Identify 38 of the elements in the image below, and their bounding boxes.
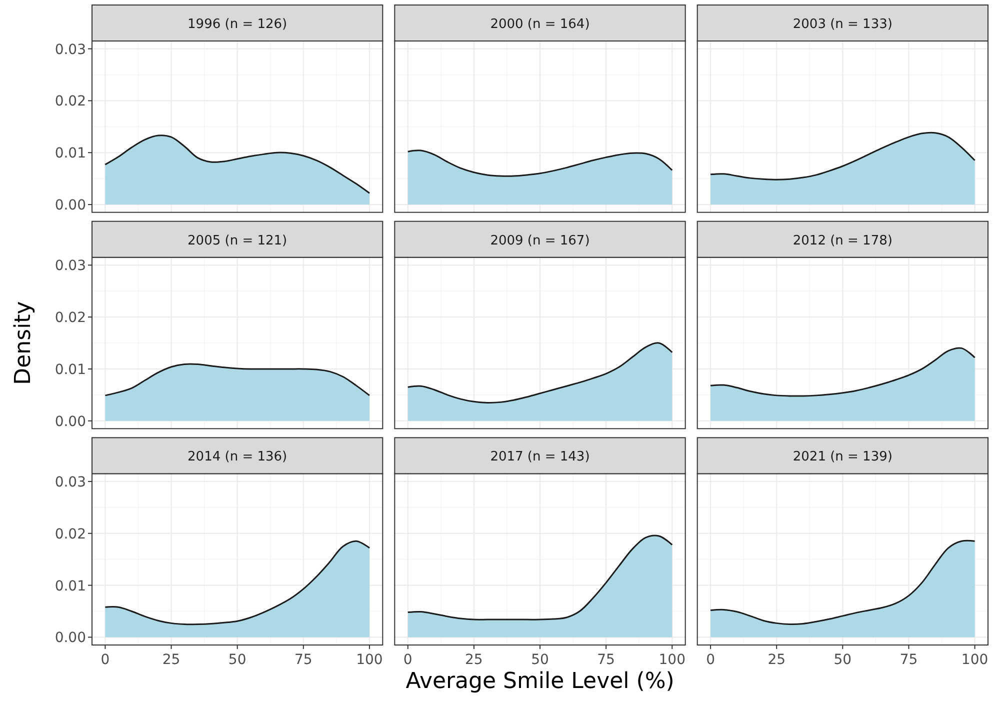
chart-title: 2009 (n = 167) bbox=[490, 233, 590, 248]
x-tick-label: 25 bbox=[768, 652, 786, 668]
y-tick-label: 0.03 bbox=[54, 42, 86, 58]
y-tick-label: 0.00 bbox=[54, 198, 86, 214]
y-tick-label: 0.01 bbox=[54, 146, 86, 162]
chart-title: 2003 (n = 133) bbox=[792, 17, 892, 32]
x-tick-label: 100 bbox=[658, 652, 686, 668]
chart-title: 2005 (n = 121) bbox=[188, 233, 288, 248]
y-tick-label: 0.03 bbox=[54, 258, 86, 274]
y-tick-label: 0.01 bbox=[54, 578, 86, 594]
chart-title: 1996 (n = 126) bbox=[188, 17, 288, 32]
y-tick-label: 0.03 bbox=[54, 474, 86, 490]
x-tick-label: 50 bbox=[834, 652, 852, 668]
x-tick-label: 0 bbox=[403, 652, 412, 668]
x-tick-label: 0 bbox=[706, 652, 716, 668]
y-tick-label: 0.00 bbox=[54, 630, 86, 646]
y-tick-label: 0.02 bbox=[54, 310, 86, 326]
x-tick-label: 50 bbox=[531, 652, 549, 668]
x-tick-label: 25 bbox=[465, 652, 483, 668]
x-tick-label: 75 bbox=[597, 652, 615, 668]
y-tick-label: 0.01 bbox=[54, 362, 86, 378]
x-tick-label: 100 bbox=[961, 652, 988, 668]
x-tick-label: 0 bbox=[100, 652, 110, 668]
chart-title: 2014 (n = 136) bbox=[188, 450, 288, 465]
x-axis-title: Average Smile Level (%) bbox=[406, 669, 674, 694]
y-axis-title: Density bbox=[11, 301, 36, 385]
y-tick-label: 0.00 bbox=[54, 414, 86, 430]
y-tick-label: 0.02 bbox=[54, 526, 86, 542]
x-tick-label: 50 bbox=[228, 652, 246, 668]
x-tick-label: 75 bbox=[294, 652, 312, 668]
y-tick-label: 0.02 bbox=[54, 94, 86, 110]
chart-title: 2012 (n = 178) bbox=[792, 233, 892, 248]
chart-title: 2017 (n = 143) bbox=[490, 450, 590, 465]
x-tick-label: 25 bbox=[162, 652, 180, 668]
x-tick-label: 75 bbox=[900, 652, 918, 668]
chart-title: 2000 (n = 164) bbox=[490, 17, 590, 32]
x-tick-label: 100 bbox=[356, 652, 383, 668]
chart-title: 2021 (n = 139) bbox=[792, 450, 892, 465]
